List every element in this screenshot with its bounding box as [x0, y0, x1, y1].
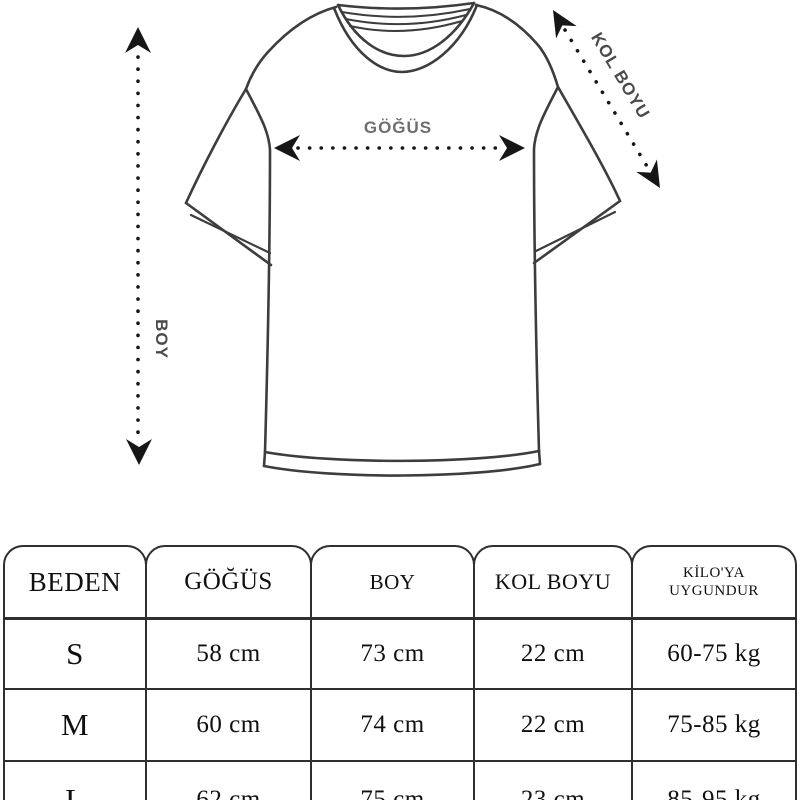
column-header-gogus: GÖĞÜS — [147, 547, 310, 620]
size-value-m: M — [5, 690, 145, 762]
weight-value-m: 75-85 kg — [633, 690, 795, 762]
length-value-m: 74 cm — [312, 690, 473, 762]
size-value-l: L — [65, 781, 85, 800]
chest-value-l: 62 cm — [196, 785, 261, 800]
length-value-s: 73 cm — [312, 620, 473, 690]
sleeve-value-s: 22 cm — [475, 620, 631, 690]
chest-value-s: 58 cm — [147, 620, 310, 690]
size-table-column-kol-boyu: KOL BOYU 22 cm 22 cm 23 cm — [473, 545, 633, 800]
size-value-s: S — [5, 620, 145, 690]
chest-value-m: 60 cm — [147, 690, 310, 762]
column-header-boy: BOY — [312, 547, 473, 620]
weight-value-l: 85-95 kg — [667, 785, 761, 800]
column-header-beden: BEDEN — [5, 547, 145, 620]
weight-value-s: 60-75 kg — [633, 620, 795, 690]
size-table-column-beden: BEDEN S M L — [3, 545, 147, 800]
column-header-kiloya-uygundur: KİLO'YA UYGUNDUR — [633, 547, 795, 620]
length-measure-arrow — [125, 27, 152, 465]
column-header-kol-boyu: KOL BOYU — [475, 547, 631, 620]
sleeve-value-m: 22 cm — [475, 690, 631, 762]
tshirt-diagram — [125, 1, 660, 477]
size-table-column-boy: BOY 73 cm 74 cm 75 cm — [310, 545, 475, 800]
length-value-l: 75 cm — [360, 785, 425, 800]
tshirt-outline — [184, 1, 622, 477]
chest-measure-label: GÖĞÜS — [363, 118, 433, 137]
chest-measure-arrow — [274, 135, 525, 161]
sleeve-measure-arrow — [553, 10, 660, 188]
size-table-column-kiloya-uygundur: KİLO'YA UYGUNDUR 60-75 kg 75-85 kg 85-95… — [631, 545, 797, 800]
sleeve-value-l: 23 cm — [520, 785, 586, 800]
size-table-column-gogus: GÖĞÜS 58 cm 60 cm 62 cm — [145, 545, 312, 800]
